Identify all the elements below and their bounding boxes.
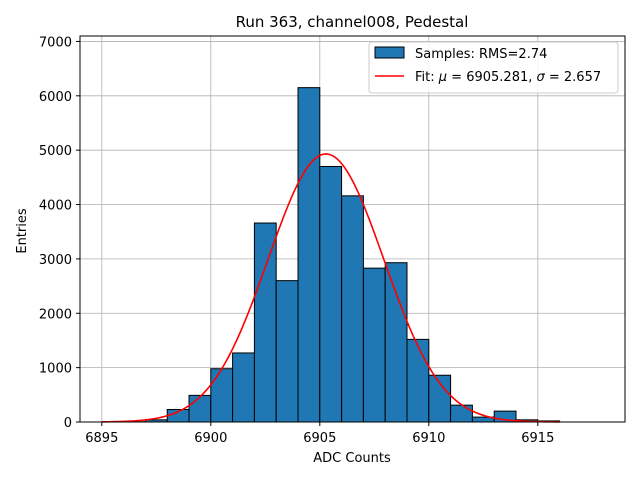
- x-tick-label: 6915: [521, 431, 554, 446]
- legend-sigma-value: = 2.657: [545, 70, 601, 85]
- x-axis-ticks: 6895 6900 6905 6910 6915: [85, 422, 554, 446]
- histogram-bar: [232, 352, 255, 423]
- histogram-bar: [384, 262, 408, 423]
- y-tick-label: 2000: [39, 307, 72, 322]
- x-tick-label: 6900: [194, 431, 227, 446]
- legend-mu-value: = 6905.281,: [447, 70, 536, 85]
- histogram-bar: [210, 368, 234, 423]
- legend-mu-symbol: μ: [438, 70, 447, 85]
- legend-fit-label: Fit: μ = 6905.281, σ = 2.657: [415, 70, 601, 85]
- legend-sigma-symbol: σ: [537, 70, 546, 85]
- y-tick-label: 5000: [39, 144, 72, 159]
- y-axis-label: Entries: [15, 208, 30, 254]
- x-tick-label: 6905: [303, 431, 336, 446]
- x-tick-label: 6910: [412, 431, 445, 446]
- histogram-bar: [341, 195, 364, 423]
- legend-samples-label: Samples: RMS=2.74: [415, 47, 547, 62]
- histogram-bar: [406, 338, 430, 423]
- x-tick-label: 6895: [85, 431, 118, 446]
- histogram-bar: [253, 222, 277, 423]
- y-tick-label: 7000: [39, 35, 72, 50]
- y-tick-label: 6000: [39, 90, 72, 105]
- plot-frame: [79, 35, 626, 423]
- fit-curve-layer: [101, 153, 560, 423]
- histogram-bar: [450, 404, 473, 423]
- y-tick-label: 3000: [39, 253, 72, 268]
- y-axis-ticks: 0 1000 2000 3000 4000 5000 6000 7000: [39, 35, 80, 431]
- histogram-bar: [275, 280, 299, 423]
- y-tick-label: 1000: [39, 362, 72, 377]
- legend-fit-prefix: Fit:: [415, 70, 439, 85]
- legend: Samples: RMS=2.74 Fit: μ = 6905.281, σ =…: [368, 41, 619, 94]
- y-tick-label: 4000: [39, 199, 72, 214]
- y-tick-label: 0: [64, 416, 72, 431]
- histogram-bar: [319, 165, 343, 423]
- histogram-bar: [362, 267, 386, 423]
- legend-samples-swatch: [374, 46, 405, 59]
- chart-title: Run 363, channel008, Pedestal: [236, 13, 469, 31]
- gaussian-fit-curve: [101, 153, 560, 423]
- histogram-bar: [297, 87, 321, 423]
- legend-box: [368, 41, 619, 94]
- x-axis-label: ADC Counts: [313, 451, 391, 466]
- histogram-bar: [188, 394, 212, 423]
